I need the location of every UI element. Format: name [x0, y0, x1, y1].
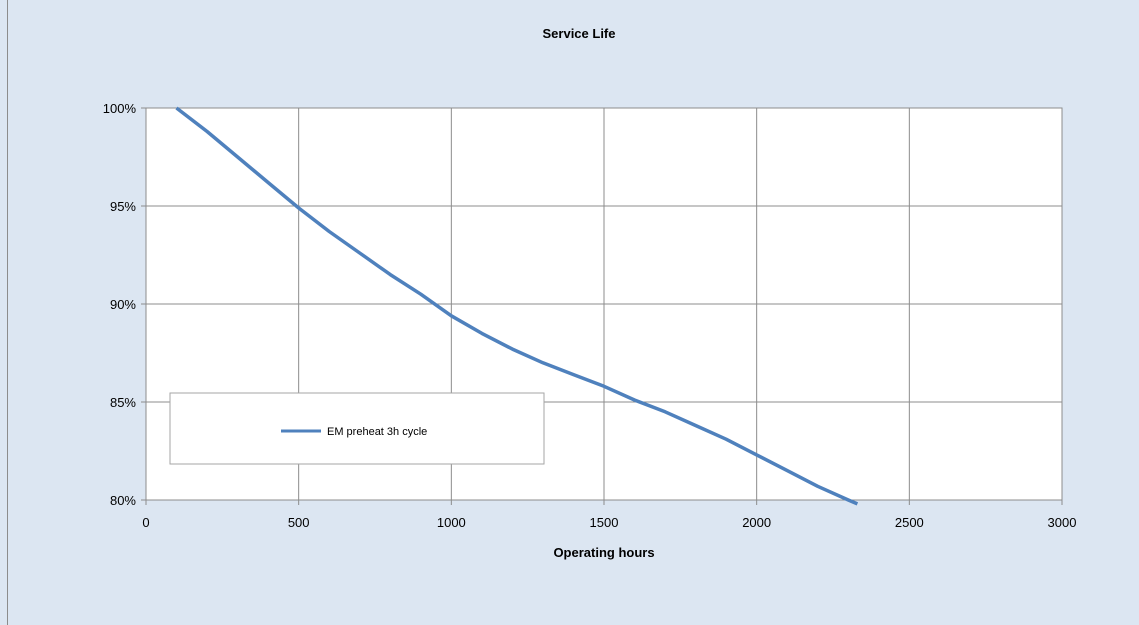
legend: EM preheat 3h cycle: [169, 392, 545, 465]
legend-label: EM preheat 3h cycle: [327, 426, 427, 438]
x-axis-label: Operating hours: [553, 545, 654, 560]
y-tick-label: 90%: [110, 297, 136, 312]
y-axis-ticks: 80% 85% 90% 95% 100%: [103, 101, 137, 508]
chart-frame: Service Life 80% 85% 90% 95% 100% 0 500 1000 15…: [7, 0, 1139, 625]
legend-box: [169, 392, 545, 465]
x-tick-label: 1000: [437, 515, 466, 530]
x-tick-label: 0: [142, 515, 149, 530]
series-lines: [175, 106, 859, 506]
x-tick-label: 1500: [590, 515, 619, 530]
x-tick-label: 500: [288, 515, 310, 530]
line-chart: Service Life 80% 85% 90% 95% 100% 0 500 1000 15…: [103, 26, 1077, 560]
y-tick-label: 100%: [103, 101, 137, 116]
x-tick-label: 3000: [1048, 515, 1077, 530]
x-axis-ticks: 0 500 1000 1500 2000 2500 3000: [142, 515, 1076, 530]
y-tick-label: 85%: [110, 395, 136, 410]
plot-border: [145, 107, 1063, 501]
x-tick-label: 2500: [895, 515, 924, 530]
series-line-0: [175, 106, 859, 506]
y-tick-label: 95%: [110, 199, 136, 214]
x-tick-label: 2000: [742, 515, 771, 530]
chart-title: Service Life: [543, 26, 616, 41]
y-tick-label: 80%: [110, 493, 136, 508]
